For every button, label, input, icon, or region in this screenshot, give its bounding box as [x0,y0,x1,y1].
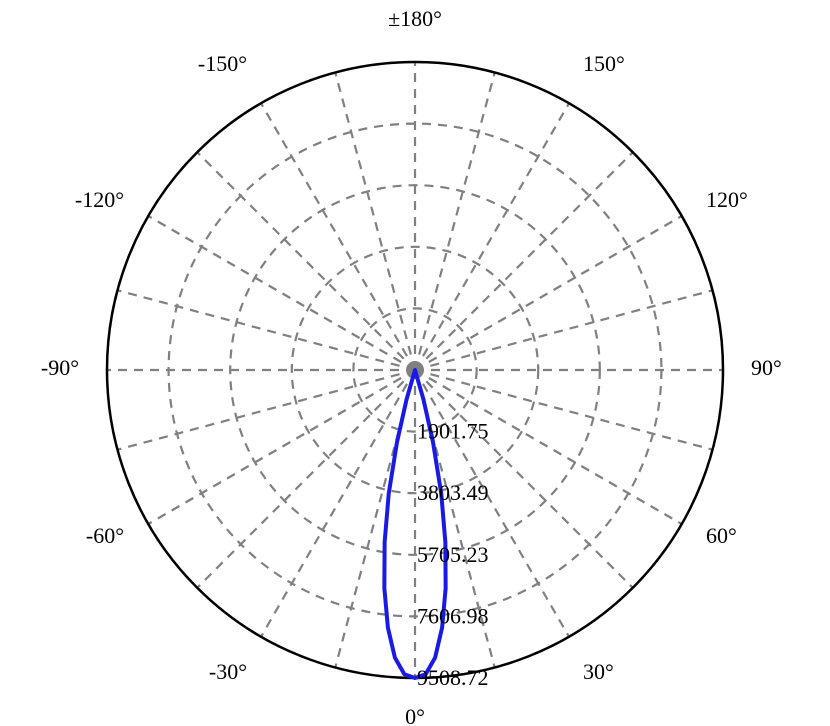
angle-tick-label: -150° [198,51,247,76]
angle-tick-label: -30° [209,659,247,684]
angle-tick-label: -60° [86,523,124,548]
angle-tick-label: 60° [706,523,737,548]
radial-tick-label: 9508.72 [417,665,489,690]
polar-chart: 1901.75 3803.49 5705.23 7606.98 9508.72 0° 30°… [0,0,830,726]
angle-tick-label: 30° [583,659,614,684]
radial-tick-label: 3803.49 [417,480,489,505]
angle-tick-label: 150° [583,51,625,76]
radial-tick-label: 5705.23 [417,542,489,567]
radial-tick-label: 1901.75 [417,419,489,444]
angle-tick-label: 90° [751,355,782,380]
angle-tick-label: ±180° [388,6,442,31]
angle-tick-label: -120° [75,187,124,212]
angle-tick-label: 120° [706,187,748,212]
angle-tick-label: -90° [41,355,79,380]
angle-tick-label: 0° [405,704,425,726]
radial-tick-label: 7606.98 [417,603,489,628]
